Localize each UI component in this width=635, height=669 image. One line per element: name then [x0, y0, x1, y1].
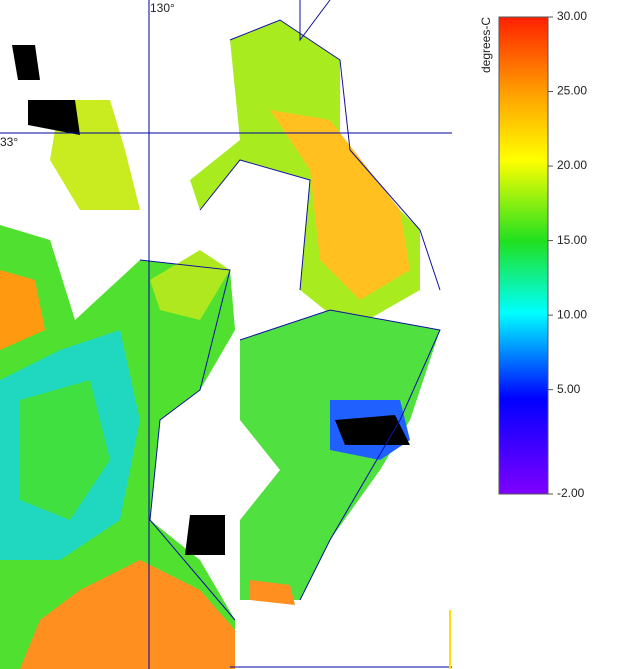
lon-label: 130°	[150, 1, 175, 15]
coastline	[139, 0, 441, 621]
colorbar-title: degrees-C	[479, 17, 493, 73]
sst-patch	[335, 415, 410, 445]
lat-label: 33°	[0, 135, 18, 149]
colorbar-ticks: 30.00 25.00 20.00 15.00 10.00 5.00 -2.00	[548, 9, 587, 500]
sst-patch	[28, 100, 80, 135]
colorbar-tick-label: 5.00	[557, 382, 581, 396]
sst-patch	[0, 270, 45, 350]
colorbar-tick-label: 10.00	[557, 307, 587, 321]
colorbar-tick-label: 25.00	[557, 84, 587, 98]
colorbar-tick-label: 15.00	[557, 233, 587, 247]
sst-field	[0, 20, 440, 669]
colorbar-tick-label: 20.00	[557, 158, 587, 172]
sst-patch	[20, 380, 110, 520]
sst-patch	[250, 580, 295, 605]
sst-patch	[270, 110, 410, 300]
colorbar-tick-label: -2.00	[557, 486, 585, 500]
colorbar	[498, 16, 549, 495]
sst-patch	[20, 560, 235, 669]
sst-patch	[240, 310, 440, 600]
sst-patch	[12, 45, 40, 80]
colorbar-tick-label: 30.00	[557, 9, 587, 23]
sst-patch	[185, 515, 225, 555]
